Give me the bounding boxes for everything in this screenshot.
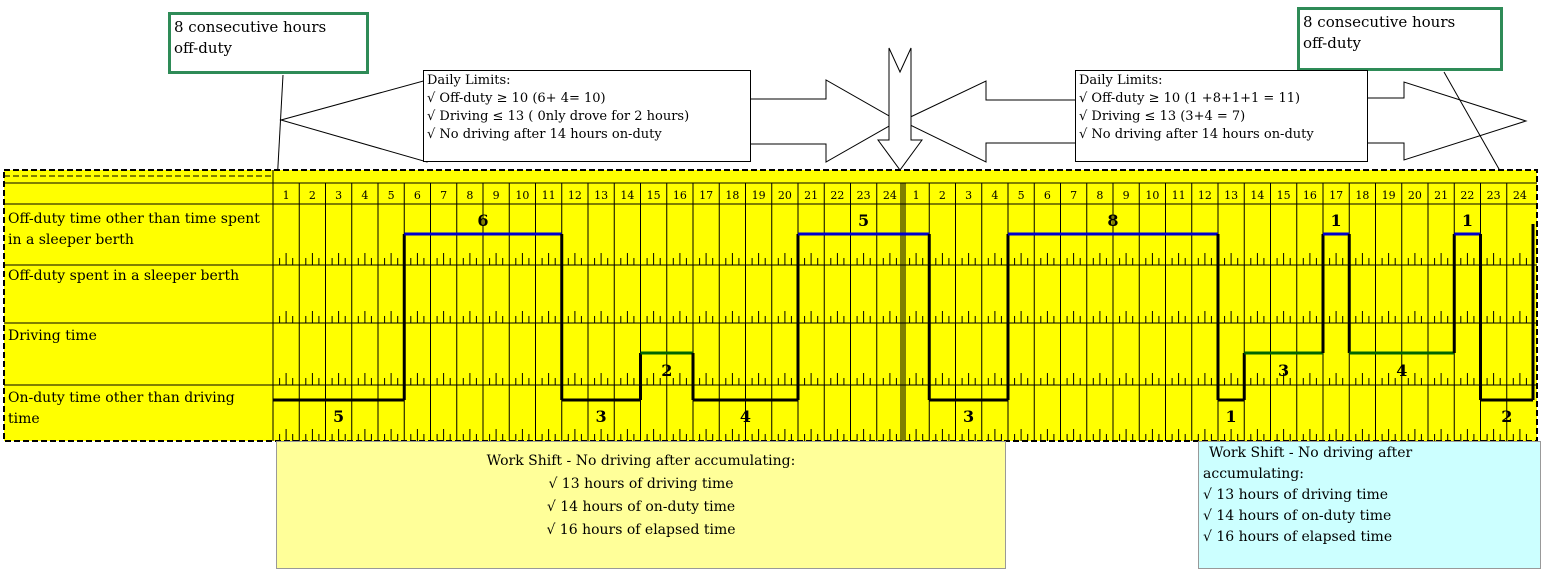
hour-label: 4 [991, 189, 998, 202]
segment-duration-label: 2 [1501, 407, 1512, 426]
right-day-arrow-right [1366, 81, 1528, 161]
segment-duration-label: 4 [1396, 361, 1407, 380]
hour-label: 24 [1513, 189, 1527, 202]
segment-duration-label: 3 [963, 407, 974, 426]
limits-right-item: √ Driving ≤ 13 (3+4 = 7) [1079, 109, 1246, 124]
hour-label: 10 [1145, 189, 1159, 202]
hour-label: 2 [309, 189, 316, 202]
hour-label: 19 [1382, 189, 1396, 202]
hour-label: 10 [515, 189, 529, 202]
segment-duration-label: 5 [858, 211, 869, 230]
hour-label: 17 [1329, 189, 1343, 202]
hour-label: 1 [913, 189, 920, 202]
off-duty-callout-left: 8 consecutive hours off-duty [168, 12, 369, 74]
hour-label: 15 [1277, 189, 1291, 202]
segment-duration-label: 1 [1462, 211, 1473, 230]
hour-label: 11 [1172, 189, 1186, 202]
left-day-arrow-right [749, 79, 900, 163]
hour-label: 7 [1070, 189, 1077, 202]
hour-label: 6 [1044, 189, 1051, 202]
hour-label: 8 [1096, 189, 1103, 202]
work-shift-right-item: √ 16 hours of elapsed time [1203, 529, 1393, 545]
daily-limits-right: Daily Limits: √ Off-duty ≥ 10 (1 +8+1+1 … [1075, 70, 1368, 162]
callout-left-line1: 8 consecutive hours [174, 18, 327, 36]
day-boundary-down-arrow [877, 47, 923, 171]
callout-left-line2: off-duty [174, 39, 232, 57]
daily-limits-left: Daily Limits: √ Off-duty ≥ 10 (6+ 4= 10)… [423, 70, 751, 162]
hour-label: 23 [857, 189, 871, 202]
hour-label: 22 [1460, 189, 1474, 202]
segment-duration-label: 6 [477, 211, 488, 230]
work-shift-left-item: √ 13 hours of driving time [548, 476, 734, 492]
hour-label: 12 [568, 189, 582, 202]
limits-right-item: √ Off-duty ≥ 10 (1 +8+1+1 = 11) [1079, 91, 1301, 106]
segment-duration-label: 2 [661, 361, 672, 380]
segment-duration-label: 4 [740, 407, 751, 426]
callout-right-line2: off-duty [1303, 34, 1361, 52]
hour-label: 2 [939, 189, 946, 202]
hour-label: 11 [542, 189, 556, 202]
segment-duration-label: 1 [1331, 211, 1342, 230]
hour-label: 18 [725, 189, 739, 202]
limits-right-title: Daily Limits: [1079, 73, 1163, 88]
hour-label: 16 [673, 189, 687, 202]
hour-label: 16 [1303, 189, 1317, 202]
hour-label: 3 [965, 189, 972, 202]
row-label-on-duty: On-duty time other than driving time [8, 390, 235, 427]
work-shift-right-title: Work Shift - No driving after [1209, 445, 1413, 461]
hour-label: 14 [620, 189, 634, 202]
hour-label: 24 [883, 189, 897, 202]
limits-left-item: √ No driving after 14 hours on-duty [427, 127, 662, 142]
hour-label: 3 [335, 189, 342, 202]
hour-label: 19 [752, 189, 766, 202]
limits-right-item: √ No driving after 14 hours on-duty [1079, 127, 1314, 142]
work-shift-left-item: √ 16 hours of elapsed time [546, 522, 736, 538]
segment-duration-label: 5 [333, 407, 344, 426]
row-label-sleeper-berth: Off-duty spent in a sleeper berth [8, 268, 240, 284]
callout-right-line1: 8 consecutive hours [1303, 13, 1456, 31]
hour-label: 14 [1250, 189, 1264, 202]
row-label-driving: Driving time [8, 328, 97, 344]
work-shift-right-title-cont: accumulating: [1203, 466, 1304, 482]
grid-background [3, 169, 1538, 442]
hour-label: 13 [594, 189, 608, 202]
hour-label: 5 [1018, 189, 1025, 202]
hour-label: 21 [804, 189, 818, 202]
off-duty-callout-right: 8 consecutive hours off-duty [1297, 7, 1503, 71]
hour-label: 15 [647, 189, 661, 202]
limits-left-item: √ Off-duty ≥ 10 (6+ 4= 10) [427, 91, 606, 106]
hour-label: 23 [1487, 189, 1501, 202]
hour-label: 12 [1198, 189, 1212, 202]
work-shift-left-title: Work Shift - No driving after accumulati… [486, 453, 796, 469]
work-shift-right-item: √ 14 hours of on-duty time [1203, 508, 1392, 524]
segment-duration-label: 1 [1226, 407, 1237, 426]
work-shift-left-item: √ 14 hours of on-duty time [546, 499, 736, 515]
hour-label: 21 [1434, 189, 1448, 202]
work-shift-right: Work Shift - No driving after accumulati… [1198, 441, 1541, 569]
hour-label: 7 [440, 189, 447, 202]
hour-label: 9 [1123, 189, 1130, 202]
hour-label: 4 [361, 189, 368, 202]
hour-label: 18 [1355, 189, 1369, 202]
work-shift-right-item: √ 13 hours of driving time [1203, 487, 1389, 503]
hour-label: 5 [388, 189, 395, 202]
hour-label: 13 [1224, 189, 1238, 202]
hour-label: 20 [1408, 189, 1422, 202]
hour-label: 20 [778, 189, 792, 202]
work-shift-left: Work Shift - No driving after accumulati… [276, 441, 1006, 569]
segment-duration-label: 3 [1278, 361, 1289, 380]
limits-left-title: Daily Limits: [427, 73, 511, 88]
segment-duration-label: 3 [596, 407, 607, 426]
segment-duration-label: 8 [1107, 211, 1118, 230]
hour-label: 1 [283, 189, 290, 202]
hour-label: 6 [414, 189, 421, 202]
hour-label: 9 [493, 189, 500, 202]
hour-label: 22 [830, 189, 844, 202]
hour-label: 8 [466, 189, 473, 202]
hour-label: 17 [699, 189, 713, 202]
row-label-off-duty: Off-duty time other than time spent in a… [8, 211, 260, 248]
limits-left-item: √ Driving ≤ 13 ( 0nly drove for 2 hours) [427, 109, 690, 124]
